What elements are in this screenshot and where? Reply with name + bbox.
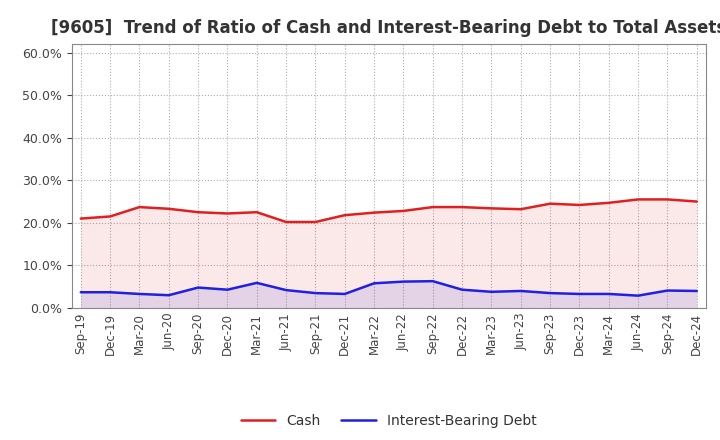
Interest-Bearing Debt [253, 280, 261, 286]
Interest-Bearing Debt [487, 289, 496, 294]
Interest-Bearing Debt [135, 291, 144, 297]
Line: Interest-Bearing Debt: Interest-Bearing Debt [81, 281, 697, 296]
Interest-Bearing Debt [311, 290, 320, 296]
Cash [311, 220, 320, 225]
Cash [487, 206, 496, 211]
Cash [164, 206, 173, 212]
Interest-Bearing Debt [428, 279, 437, 284]
Interest-Bearing Debt [634, 293, 642, 298]
Interest-Bearing Debt [370, 281, 379, 286]
Cash [399, 208, 408, 213]
Interest-Bearing Debt [458, 287, 467, 292]
Interest-Bearing Debt [106, 290, 114, 295]
Line: Cash: Cash [81, 199, 697, 222]
Cash [76, 216, 85, 221]
Cash [693, 199, 701, 204]
Cash [194, 209, 202, 215]
Interest-Bearing Debt [223, 287, 232, 292]
Interest-Bearing Debt [341, 291, 349, 297]
Cash [663, 197, 672, 202]
Cash [370, 210, 379, 215]
Cash [341, 213, 349, 218]
Cash [223, 211, 232, 216]
Cash [546, 201, 554, 206]
Interest-Bearing Debt [575, 291, 584, 297]
Interest-Bearing Debt [663, 288, 672, 293]
Interest-Bearing Debt [693, 288, 701, 293]
Interest-Bearing Debt [282, 287, 290, 293]
Cash [575, 202, 584, 208]
Cash [634, 197, 642, 202]
Interest-Bearing Debt [605, 291, 613, 297]
Cash [282, 220, 290, 225]
Interest-Bearing Debt [546, 290, 554, 296]
Cash [106, 214, 114, 219]
Interest-Bearing Debt [194, 285, 202, 290]
Interest-Bearing Debt [516, 288, 525, 293]
Interest-Bearing Debt [76, 290, 85, 295]
Cash [428, 205, 437, 210]
Cash [516, 206, 525, 212]
Legend: Cash, Interest-Bearing Debt: Cash, Interest-Bearing Debt [235, 408, 543, 433]
Interest-Bearing Debt [164, 293, 173, 298]
Cash [135, 205, 144, 210]
Cash [253, 209, 261, 215]
Interest-Bearing Debt [399, 279, 408, 284]
Cash [458, 205, 467, 210]
Title: [9605]  Trend of Ratio of Cash and Interest-Bearing Debt to Total Assets: [9605] Trend of Ratio of Cash and Intere… [51, 19, 720, 37]
Cash [605, 200, 613, 205]
